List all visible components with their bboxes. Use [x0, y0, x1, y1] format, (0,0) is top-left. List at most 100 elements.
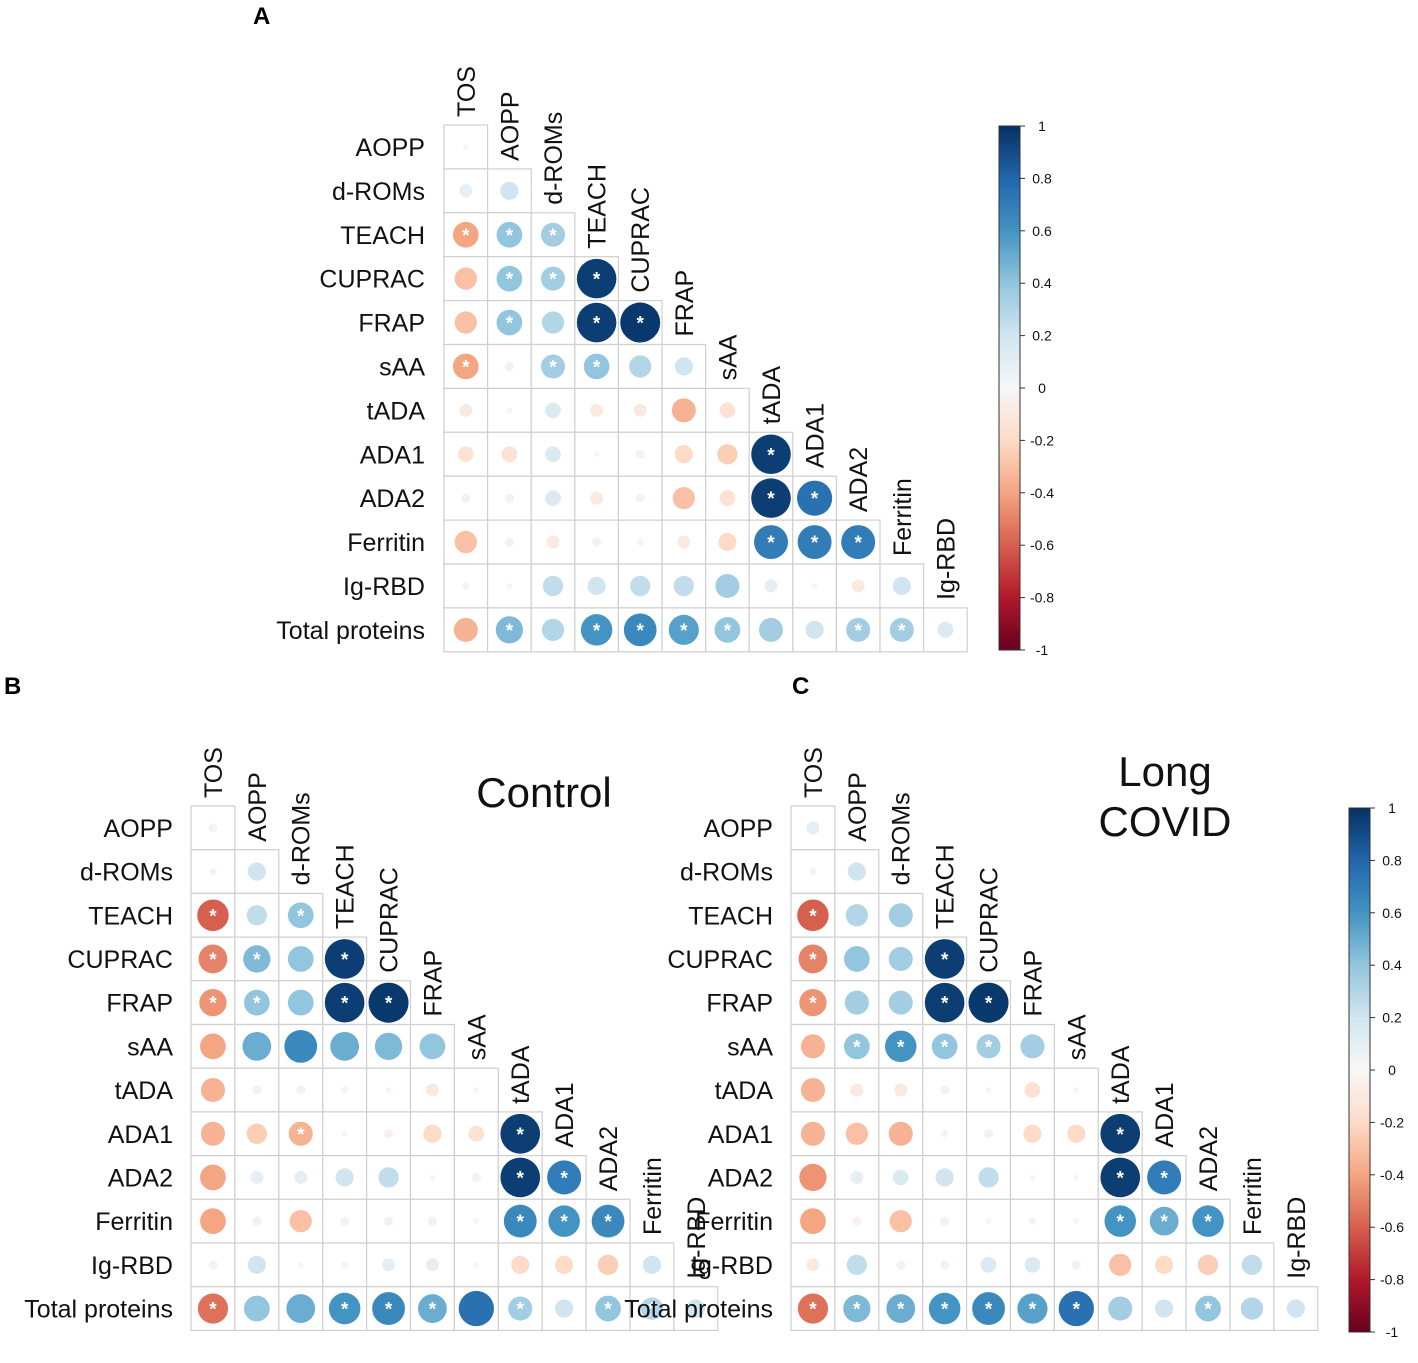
- significance-star-C-7-7: *: [1117, 1125, 1125, 1146]
- corr-circle-B-ADA1-TEACH: [341, 1130, 348, 1137]
- corr-circle-B-sAA-TOS: [200, 1033, 226, 1060]
- column-label-C-CUPRAC: CUPRAC: [976, 867, 1004, 973]
- row-label-B-AOPP: AOPP: [104, 815, 173, 843]
- corr-circle-C-Total proteins-tADA: [1108, 1296, 1133, 1321]
- corr-circle-C-Total proteins-Ig-RBD: [1286, 1299, 1305, 1318]
- corr-circle-C-sAA-AOPP: [843, 1033, 870, 1060]
- corr-circle-C-Ferritin-FRAP: [1028, 1217, 1036, 1225]
- significance-star-A-9-8: *: [811, 533, 819, 554]
- corr-circle-A-FRAP-d-ROMs: [541, 311, 565, 334]
- corr-circle-C-tADA-TOS: [800, 1078, 825, 1103]
- corr-circle-C-ADA2-AOPP: [850, 1171, 864, 1184]
- row-label-B-CUPRAC: CUPRAC: [67, 946, 173, 974]
- column-label-C-TOS: TOS: [800, 747, 828, 798]
- cell-B-6-6: [453, 1067, 499, 1113]
- corr-circle-B-Total proteins-CUPRAC: [372, 1292, 405, 1325]
- row-label-C-AOPP: AOPP: [704, 815, 773, 843]
- colorbar-tick-label-C-2: 0.6: [1382, 905, 1402, 921]
- significance-star-C-5-1: *: [853, 1037, 861, 1058]
- significance-star-B-2-2: *: [297, 906, 305, 927]
- corr-circle-A-ADA1-tADA: [751, 434, 791, 475]
- row-label-A-sAA: sAA: [379, 353, 425, 381]
- corr-circle-B-Total proteins-TEACH: [328, 1292, 361, 1325]
- corr-circle-B-d-ROMs-TOS: [209, 868, 217, 876]
- row-label-A-Ferritin: Ferritin: [347, 529, 425, 557]
- colorbar-tick-label-A-6: -0.2: [1030, 432, 1054, 448]
- row-label-B-FRAP: FRAP: [106, 990, 173, 1018]
- corr-circle-B-TEACH-TOS: [197, 899, 229, 932]
- corr-circle-C-Total proteins-TEACH: [928, 1292, 961, 1325]
- corr-circle-A-Ig-RBD-TOS: [462, 582, 470, 590]
- corr-circle-B-Ig-RBD-Ferritin: [642, 1255, 662, 1274]
- column-label-B-AOPP: AOPP: [244, 772, 272, 841]
- row-label-A-tADA: tADA: [367, 397, 426, 425]
- corr-circle-A-FRAP-TEACH: [576, 302, 617, 343]
- corr-circle-C-tADA-d-ROMs: [894, 1083, 908, 1097]
- cell-A-3-1: [487, 256, 532, 302]
- corr-circle-C-Ig-RBD-FRAP: [1024, 1256, 1041, 1273]
- significance-star-C-4-3: *: [941, 994, 949, 1015]
- corr-circle-C-ADA2-FRAP: [1029, 1174, 1036, 1181]
- corr-circle-A-sAA-CUPRAC: [629, 355, 652, 378]
- corr-circle-B-sAA-FRAP: [419, 1033, 446, 1060]
- corr-circle-C-ADA2-tADA: [1100, 1157, 1141, 1198]
- row-label-C-tADA: tADA: [715, 1077, 774, 1105]
- corr-circle-A-Total proteins-TEACH: [580, 614, 613, 646]
- corr-circle-A-d-ROMs-AOPP: [500, 181, 519, 200]
- significance-star-C-11-4: *: [985, 1300, 993, 1321]
- corr-circle-A-ADA1-AOPP: [501, 446, 518, 463]
- corr-circle-A-ADA1-d-ROMs: [545, 446, 561, 463]
- significance-star-B-9-8: *: [560, 1212, 568, 1233]
- significance-star-B-7-2: *: [297, 1125, 305, 1146]
- corr-circle-B-Ferritin-TEACH: [340, 1216, 350, 1226]
- row-label-C-ADA1: ADA1: [708, 1121, 773, 1149]
- corr-circle-A-FRAP-AOPP: [496, 309, 523, 336]
- significance-star-C-3-0: *: [809, 950, 817, 971]
- significance-star-C-5-4: *: [985, 1037, 993, 1058]
- corr-circle-A-ADA1-sAA: [717, 444, 738, 465]
- colorbar-tick-label-A-5: 0: [1038, 380, 1046, 396]
- corr-circle-A-ADA2-TOS: [461, 493, 471, 503]
- row-label-C-Total proteins: Total proteins: [624, 1296, 773, 1324]
- corr-circle-C-tADA-AOPP: [850, 1083, 864, 1097]
- corr-circle-C-sAA-d-ROMs: [884, 1030, 917, 1063]
- significance-star-B-2-0: *: [209, 906, 217, 927]
- corr-circle-B-Ferritin-d-ROMs: [289, 1210, 312, 1233]
- significance-star-A-5-3: *: [593, 357, 601, 378]
- corr-circle-B-ADA1-TOS: [200, 1121, 225, 1146]
- row-label-B-sAA: sAA: [127, 1033, 173, 1061]
- row-label-B-d-ROMs: d-ROMs: [80, 859, 173, 887]
- significance-star-B-11-7: *: [517, 1300, 525, 1321]
- significance-star-C-11-5: *: [1029, 1300, 1037, 1321]
- significance-star-C-11-1: *: [853, 1300, 861, 1321]
- column-label-C-FRAP: FRAP: [1019, 950, 1047, 1017]
- significance-star-C-11-2: *: [897, 1300, 905, 1321]
- column-label-A-d-ROMs: d-ROMs: [540, 112, 568, 205]
- corr-circle-B-TEACH-d-ROMs: [287, 902, 314, 929]
- corr-circle-A-FRAP-TOS: [454, 311, 477, 334]
- corr-circle-A-tADA-d-ROMs: [545, 402, 561, 419]
- corr-circle-C-sAA-TOS: [800, 1034, 825, 1059]
- corr-circle-B-ADA1-FRAP: [423, 1124, 442, 1143]
- corr-circle-A-tADA-sAA: [719, 402, 736, 419]
- significance-star-C-11-9: *: [1204, 1300, 1212, 1321]
- corr-circle-A-Ferritin-FRAP: [677, 535, 691, 549]
- corr-circle-C-Total proteins-TOS: [797, 1293, 829, 1324]
- column-label-A-CUPRAC: CUPRAC: [627, 187, 655, 293]
- corr-circle-B-ADA1-d-ROMs: [288, 1121, 313, 1146]
- column-label-A-Ig-RBD: Ig-RBD: [932, 518, 960, 600]
- row-label-B-ADA1: ADA1: [108, 1121, 173, 1149]
- corr-circle-A-ADA2-d-ROMs: [545, 490, 561, 507]
- significance-star-B-7-7: *: [517, 1125, 525, 1146]
- column-label-A-TEACH: TEACH: [584, 164, 612, 249]
- row-label-B-TEACH: TEACH: [88, 902, 173, 930]
- corr-circle-C-ADA2-d-ROMs: [892, 1169, 909, 1186]
- corr-circle-A-Ig-RBD-tADA: [764, 579, 778, 593]
- corr-circle-A-Ig-RBD-Ferritin: [892, 576, 911, 596]
- corr-circle-A-CUPRAC-TOS: [454, 267, 477, 290]
- corr-circle-A-ADA2-TEACH: [590, 491, 604, 505]
- corr-circle-C-ADA2-CUPRAC: [978, 1167, 999, 1188]
- row-label-A-TEACH: TEACH: [340, 222, 425, 250]
- colorbar-tick-label-C-8: -0.6: [1380, 1219, 1404, 1235]
- column-label-C-TEACH: TEACH: [932, 844, 960, 929]
